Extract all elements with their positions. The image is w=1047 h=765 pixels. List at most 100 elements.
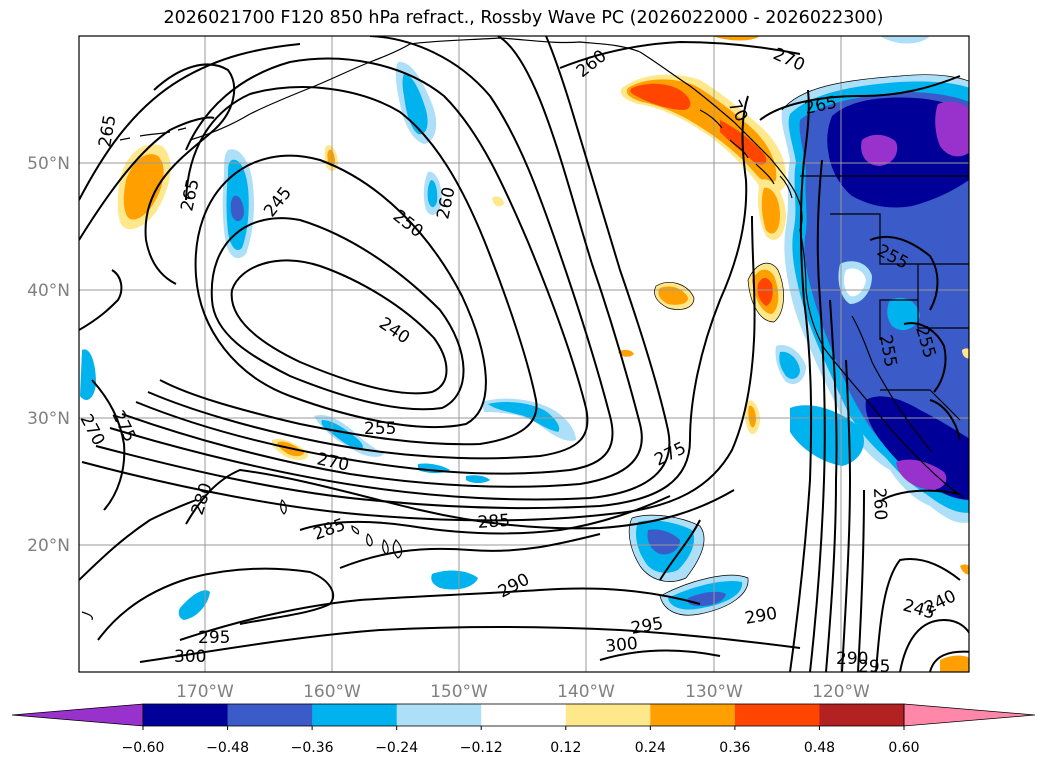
border-states-b xyxy=(917,264,969,329)
contour-295 xyxy=(179,587,701,641)
lat-label-50n: 50°N xyxy=(27,154,70,174)
colorbar-tick-label: −0.60 xyxy=(122,740,165,756)
lat-label-30n: 30°N xyxy=(27,409,70,429)
colorbar-tick-label: 0.12 xyxy=(550,740,581,756)
colorbar: −0.60 −0.48 −0.36 −0.24 −0.12 0.12 0.24 0.36 0.4… xyxy=(11,703,1036,756)
shading-warm-147w-47n xyxy=(492,196,504,207)
contour-inland-c xyxy=(929,399,961,441)
lon-label-170w: 170°W xyxy=(176,682,234,702)
shading-warm-se-corner xyxy=(940,655,969,672)
contour-255 xyxy=(159,86,538,446)
contour-label-285b: 285 xyxy=(477,511,511,533)
contour-label-260c: 260 xyxy=(869,487,890,520)
contour-300 xyxy=(139,626,801,663)
contour-275 xyxy=(81,215,756,522)
contour-265 xyxy=(109,36,671,501)
colorbar-segment xyxy=(143,704,229,726)
lon-label-140w: 140°W xyxy=(557,682,615,702)
border-states-a xyxy=(830,213,969,265)
contour-west-280 xyxy=(79,499,197,581)
lon-label-130w: 130°W xyxy=(685,682,743,702)
colorbar-segment xyxy=(481,704,567,726)
border-states-c xyxy=(879,299,918,340)
contour-inland-a xyxy=(869,235,939,311)
shading-outlines xyxy=(628,74,969,616)
colorbar-segment xyxy=(312,704,398,726)
lon-label-120w: 120°W xyxy=(812,682,870,702)
shading-blue-168w-13n xyxy=(178,590,210,620)
coast-bc-islands xyxy=(699,109,793,199)
contour-west-loop xyxy=(144,63,236,285)
shading-blue-120w-35n-b xyxy=(779,351,800,379)
contour-280 xyxy=(185,468,735,530)
contour-west-270 xyxy=(79,116,215,241)
shading-gap-c xyxy=(887,297,920,331)
shading-blue-140w-20n-c xyxy=(647,529,680,555)
shading-purple-north-a xyxy=(861,134,898,166)
coast-gulf-alaska xyxy=(639,51,803,231)
contour-260 xyxy=(121,36,643,488)
coast-hawaii-b xyxy=(382,538,389,555)
plot-title: 2026021700 F120 850 hPa refract., Rossby… xyxy=(163,8,884,28)
contour-label-255a: 255 xyxy=(364,419,396,439)
contour-label-290c: 290 xyxy=(836,649,868,669)
shading-blue-165w-c xyxy=(230,195,244,222)
contour-coast-8 xyxy=(929,650,969,672)
colorbar-tick-label: 0.48 xyxy=(804,740,835,756)
shading-blue-150w-b xyxy=(427,180,438,208)
coast-alaska-peninsula xyxy=(189,43,411,141)
colorbar-segment xyxy=(734,704,820,726)
coast-hawaii-d xyxy=(351,525,360,535)
contour-coast-9 xyxy=(881,489,961,501)
shading-warm-160w-50n-b xyxy=(327,149,335,167)
colorbar-extend-high xyxy=(903,703,1036,727)
map-frame xyxy=(78,35,970,673)
lat-label-20n: 20°N xyxy=(27,536,70,556)
shading-blue-148w-30n-b xyxy=(488,402,560,432)
coast-island-180 xyxy=(81,611,93,621)
shading-blue-150w-16n xyxy=(431,570,478,590)
colorbar-tick-label: 0.60 xyxy=(888,740,919,756)
shading-layer xyxy=(80,36,969,672)
contour-coast-1 xyxy=(789,89,813,672)
contour-label-300b: 300 xyxy=(604,634,638,657)
colorbar-tick-label: −0.48 xyxy=(206,740,249,756)
contour-label-300a: 300 xyxy=(174,647,206,667)
contour-250 xyxy=(194,154,487,429)
shading-gap-b xyxy=(843,268,866,297)
shading-warm-125w-45n-b xyxy=(761,187,780,234)
shading-blue-146w-24n xyxy=(466,475,490,483)
shading-navy-north xyxy=(827,97,969,208)
coast-island-small xyxy=(280,498,287,515)
latitude-labels: 50°N 40°N 30°N 20°N xyxy=(27,154,70,556)
shading-warm-142w-40n-b xyxy=(658,286,688,305)
contour-coast-7 xyxy=(899,618,969,672)
lon-label-150w: 150°W xyxy=(430,682,488,702)
contour-300b xyxy=(599,649,721,661)
colorbar-segment xyxy=(650,704,736,726)
shading-blue-north-edge xyxy=(880,36,930,44)
contour-coast-5 xyxy=(857,489,865,672)
contour-west-bottom xyxy=(97,567,335,641)
contour-west-275 xyxy=(79,269,123,331)
contour-285 xyxy=(299,495,671,535)
colorbar-tick-label: 0.36 xyxy=(719,740,750,756)
contour-label-295: 295 xyxy=(198,628,230,648)
contour-ring-b xyxy=(147,57,589,460)
contour-sw-small xyxy=(659,519,701,581)
coast-hawaii-a xyxy=(366,532,373,547)
shading-warm-se-small xyxy=(960,564,969,575)
longitude-labels: 170°W 160°W 150°W 140°W 130°W 120°W xyxy=(176,682,870,702)
contour-ring-c xyxy=(135,36,614,475)
colorbar-segment xyxy=(396,704,482,726)
colorbar-tick-label: 0.24 xyxy=(635,740,666,756)
shading-blue-coast-28n xyxy=(790,405,864,466)
coast-baja xyxy=(851,315,933,453)
shading-warm-se-small2 xyxy=(962,348,969,359)
shading-blue-153w-b xyxy=(402,74,428,135)
contour-coast-3 xyxy=(825,299,838,672)
contour-coast-4 xyxy=(841,359,852,672)
contour-coast-6 xyxy=(875,558,961,672)
colorbar-frame xyxy=(142,703,905,727)
